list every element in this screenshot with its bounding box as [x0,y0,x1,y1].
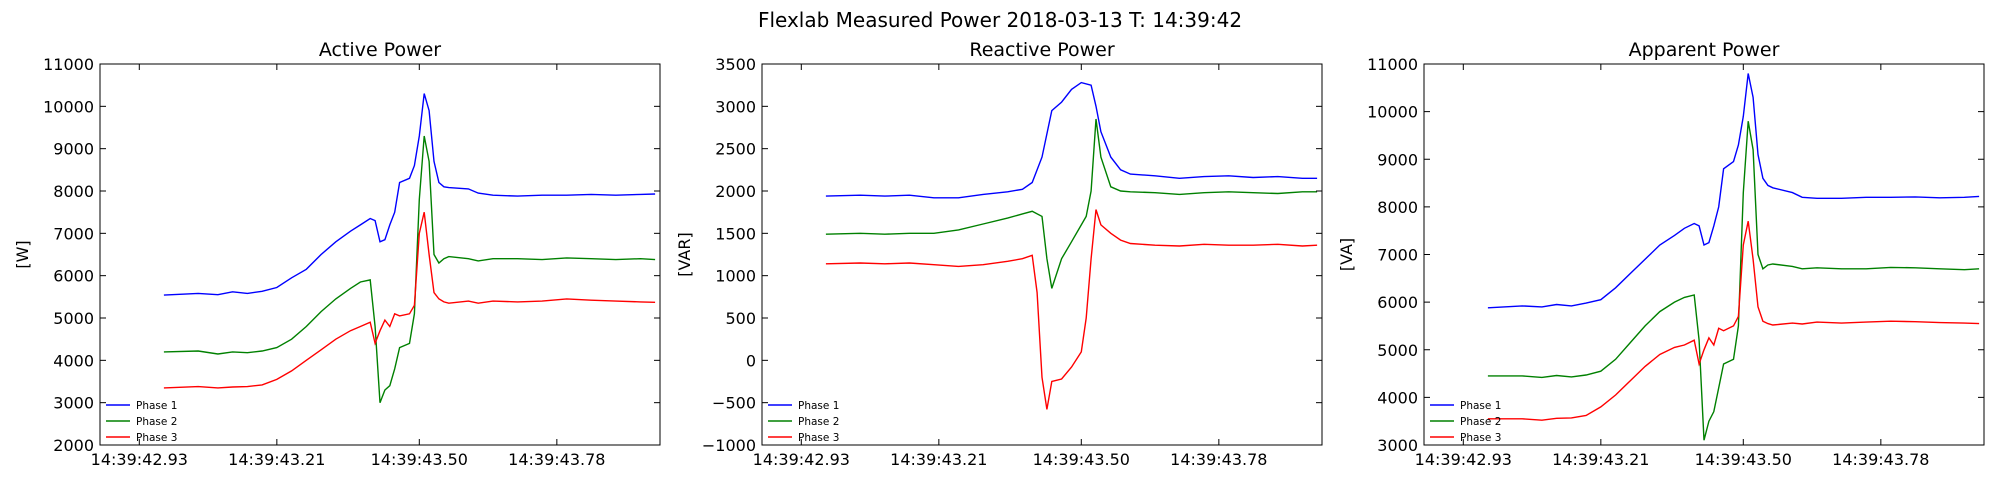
y-tick-label: 0 [746,351,756,370]
axes-frame [99,63,661,446]
y-tick-label: −500 [712,394,756,413]
y-tick-label: 5000 [1377,341,1418,360]
chart-panel-1: Active Power [W] 2000 3000 4000 5000 6000 7000 8… [13,39,661,469]
y-tick-label: 8000 [53,182,94,201]
y-tick-label: 6000 [53,267,94,286]
y-tick-label: 3000 [715,97,756,116]
y-tick-label: 4000 [53,351,94,370]
x-tick-label: 14:39:43.50 [371,450,468,469]
chart-panel-2: Reactive Power [VAR] −1000 −500 0 500 1000 1500… [675,39,1323,469]
x-tick-label: 14:39:43.21 [1552,450,1649,469]
x-tick-label: 14:39:43.78 [1170,450,1267,469]
y-tick-label: 11000 [43,55,94,74]
chart-title: Active Power [319,39,441,61]
y-tick-label: 10000 [43,97,94,116]
y-tick-label: 500 [725,309,756,328]
axes-frame [1423,63,1985,446]
legend-label: Phase 2 [136,416,177,428]
y-tick-label: 3500 [715,55,756,74]
y-tick-label: 11000 [1367,55,1418,74]
x-tick-label: 14:39:42.93 [753,450,850,469]
legend-label: Phase 2 [798,416,839,428]
legend-label: Phase 1 [798,400,839,412]
x-tick-label: 14:39:43.21 [890,450,987,469]
y-axis-label: [VAR] [675,232,694,276]
legend-label: Phase 3 [136,432,177,444]
y-tick-label: 9000 [1377,150,1418,169]
series-line-2 [825,118,1318,289]
y-axis-label: [W] [13,240,32,268]
series-line-1 [163,93,656,296]
series-line-2 [1487,121,1980,441]
y-tick-label: 7000 [1377,246,1418,265]
y-tick-label: 5000 [53,309,94,328]
series-line-3 [1487,221,1980,421]
y-tick-label: 2000 [53,436,94,455]
y-tick-label: 2500 [715,140,756,159]
axes-frame [761,63,1323,446]
x-tick-label: 14:39:43.50 [1033,450,1130,469]
y-tick-label: 3000 [53,394,94,413]
legend-label: Phase 1 [1460,400,1501,412]
legend-label: Phase 2 [1460,416,1501,428]
y-tick-label: 10000 [1367,103,1418,122]
series-line-3 [163,212,656,389]
x-tick-label: 14:39:42.93 [1415,450,1512,469]
legend-label: Phase 1 [136,400,177,412]
chart-title: Reactive Power [969,39,1114,61]
x-tick-label: 14:39:43.78 [508,450,605,469]
legend-label: Phase 3 [1460,432,1501,444]
y-tick-label: 4000 [1377,388,1418,407]
legend-label: Phase 3 [798,432,839,444]
chart-legend: Phase 1 Phase 2 Phase 3 [1430,400,1501,444]
y-tick-label: 6000 [1377,293,1418,312]
y-tick-label: 9000 [53,140,94,159]
y-axis-label: [VA] [1337,238,1356,271]
x-tick-label: 14:39:42.93 [91,450,188,469]
chart-panel-3: Apparent Power [VA] 3000 4000 5000 6000 7000 80… [1337,39,1985,469]
y-tick-label: 8000 [1377,198,1418,217]
figure-suptitle: Flexlab Measured Power 2018-03-13 T: 14:… [757,8,1243,32]
chart-title: Apparent Power [1629,39,1780,61]
x-tick-label: 14:39:43.78 [1832,450,1929,469]
y-tick-label: 2000 [715,182,756,201]
y-tick-label: 3000 [1377,436,1418,455]
series-line-1 [1487,73,1980,309]
chart-legend: Phase 1 Phase 2 Phase 3 [106,400,177,444]
chart-legend: Phase 1 Phase 2 Phase 3 [768,400,839,444]
y-tick-label: −1000 [702,436,756,455]
x-tick-label: 14:39:43.50 [1695,450,1792,469]
series-line-1 [825,81,1318,199]
series-line-3 [825,209,1318,410]
x-tick-label: 14:39:43.21 [228,450,325,469]
y-tick-label: 1000 [715,267,756,286]
y-tick-label: 7000 [53,224,94,243]
series-line-2 [163,135,656,403]
y-tick-label: 1500 [715,224,756,243]
